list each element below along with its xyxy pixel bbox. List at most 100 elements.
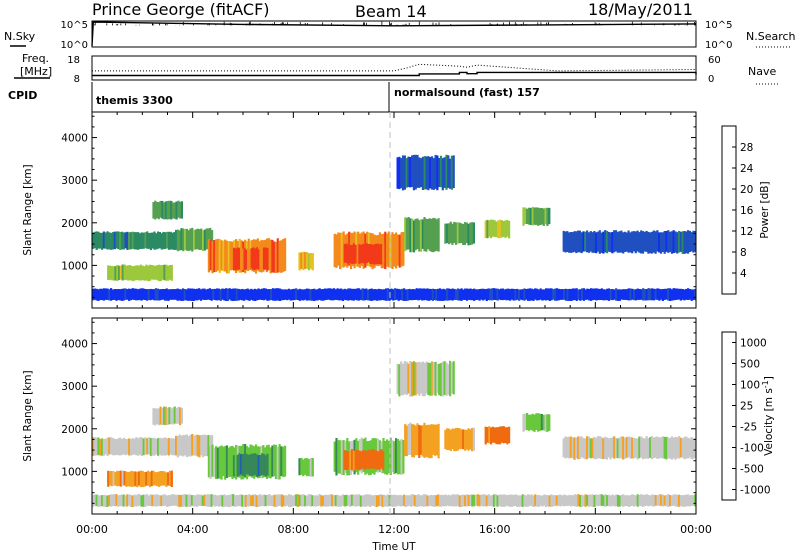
- echo-cell: [183, 494, 186, 507]
- echo-cell: [501, 494, 505, 507]
- echo-cell: [150, 470, 153, 487]
- echo-cell: [425, 156, 428, 190]
- echo-cell: [304, 252, 307, 269]
- echo-cell: [345, 450, 348, 470]
- echo-cell: [363, 288, 366, 301]
- echo-cell: [455, 494, 458, 507]
- echo-cell: [163, 202, 166, 220]
- echo-cell: [679, 288, 682, 301]
- echo-cell: [579, 495, 582, 507]
- echo-cell: [234, 495, 237, 507]
- echo-cell: [367, 494, 370, 506]
- echo-cell: [376, 495, 379, 507]
- echo-cell: [416, 362, 419, 394]
- echo-cell: [138, 494, 141, 506]
- echo-cell: [428, 218, 431, 251]
- echo-cell: [276, 238, 279, 273]
- echo-cell: [631, 494, 634, 506]
- echo-cell: [564, 495, 567, 506]
- echo-cell: [622, 494, 625, 507]
- echo-cell: [656, 495, 659, 506]
- echo-cell: [409, 361, 412, 397]
- echo-cell: [624, 289, 627, 300]
- echo-cell: [192, 288, 195, 301]
- echo-cell: [140, 495, 143, 507]
- echo-cell: [542, 414, 545, 431]
- echo-cell: [656, 230, 659, 252]
- echo-cell: [158, 495, 161, 507]
- echo-cell: [402, 440, 405, 474]
- echo-cell: [690, 495, 693, 506]
- echo-cell: [600, 288, 603, 300]
- echo-cell: [446, 495, 449, 506]
- echo-cell: [408, 495, 411, 506]
- echo-cell: [268, 289, 271, 301]
- echo-cell: [404, 495, 407, 507]
- echo-cell: [158, 264, 161, 282]
- echo-cell: [573, 437, 576, 460]
- echo-cell: [541, 289, 544, 301]
- echo-cell: [670, 436, 673, 460]
- echo-cell: [588, 289, 591, 301]
- echo-cell: [180, 201, 183, 219]
- echo-cell: [141, 265, 144, 281]
- echo-cell: [430, 289, 433, 301]
- echo-cell: [514, 494, 517, 507]
- nsearch-tick-top: 10^5: [705, 20, 732, 31]
- echo-cell: [541, 495, 544, 507]
- echo-cell: [131, 495, 134, 507]
- echo-cell: [368, 288, 371, 301]
- echo-cell: [436, 364, 439, 393]
- echo-cell: [145, 264, 148, 281]
- echo-cell: [216, 447, 219, 479]
- echo-cell: [108, 471, 112, 486]
- echo-cell: [295, 494, 298, 507]
- echo-cell: [119, 232, 122, 250]
- echo-cell: [379, 494, 382, 507]
- echo-cell: [110, 232, 113, 250]
- echo-cell: [394, 494, 397, 507]
- echo-cell: [309, 457, 312, 477]
- echo-cell: [569, 232, 572, 253]
- echo-cell: [507, 494, 510, 507]
- echo-cell: [442, 288, 445, 301]
- echo-cell: [450, 362, 453, 394]
- echo-cell: [613, 230, 616, 253]
- echo-cell: [543, 289, 546, 301]
- echo-cell: [575, 231, 578, 254]
- echo-cell: [291, 289, 294, 301]
- echo-cell: [271, 445, 274, 477]
- echo-cell: [434, 218, 437, 252]
- echo-cell: [343, 450, 346, 470]
- echo-cell: [542, 208, 545, 226]
- echo-cell: [92, 437, 95, 456]
- echo-cell: [302, 251, 305, 271]
- echo-cell: [110, 266, 113, 281]
- echo-cell: [412, 154, 415, 191]
- nave-tick-bottom: 0: [708, 74, 714, 85]
- echo-cell: [311, 458, 314, 477]
- echo-cell: [452, 155, 455, 189]
- echo-cell: [415, 288, 418, 300]
- echo-cell: [613, 289, 616, 300]
- echo-cell: [165, 288, 168, 301]
- echo-cell: [153, 289, 156, 301]
- echo-cell: [347, 288, 350, 301]
- echo-cell: [92, 232, 95, 249]
- echo-cell: [183, 289, 186, 301]
- echo-cell: [250, 495, 253, 506]
- echo-cell: [191, 227, 194, 252]
- echo-cell: [524, 207, 527, 224]
- echo-cell: [296, 494, 300, 507]
- echo-cell: [623, 231, 627, 252]
- echo-cell: [404, 424, 407, 457]
- echo-cell: [537, 289, 540, 301]
- echo-cell: [442, 495, 445, 507]
- echo-cell: [327, 494, 330, 507]
- echo-cell: [456, 494, 460, 506]
- echo-cell: [395, 288, 398, 300]
- y-tick-label: 2000: [61, 218, 88, 230]
- echo-cell: [493, 427, 496, 443]
- echo-cell: [244, 289, 247, 300]
- echo-cell: [200, 435, 203, 456]
